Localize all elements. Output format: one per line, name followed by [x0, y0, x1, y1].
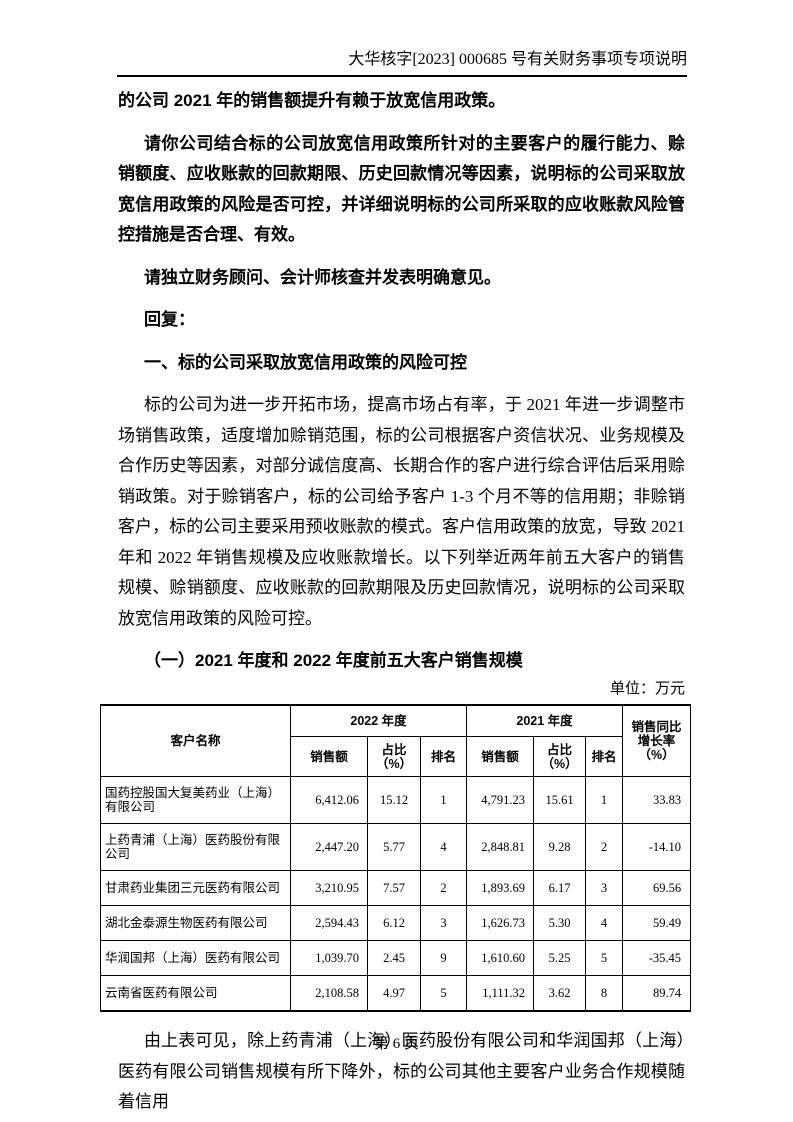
table-row: 甘肃药业集团三元医药有限公司 3,210.95 7.57 2 1,893.69 … — [100, 870, 692, 906]
cell-sales-2022: 6,412.06 — [290, 776, 368, 824]
growth-header-line1: 销售同比 — [631, 719, 682, 734]
cell-share-2021: 5.30 — [533, 905, 587, 941]
cell-share-2022: 4.97 — [367, 975, 421, 1012]
cell-rank-2022: 1 — [419, 776, 468, 824]
cell-sales-2022: 2,447.20 — [290, 823, 368, 871]
section-heading: 一、标的公司采取放宽信用政策的风险可控 — [144, 352, 467, 372]
unit-label: 单位：万元 — [609, 680, 685, 697]
paragraph-conclusion: 由上表可见，除上药青浦（上海）医药股份有限公司和华润国邦（上海）医药有限公司销售… — [118, 1031, 685, 1111]
cell-sales-2021: 4,791.23 — [466, 776, 535, 824]
col-header-customer: 客户名称 — [100, 704, 291, 777]
cell-rank-2021: 3 — [585, 870, 624, 906]
col-header-sales-2022: 销售额 — [290, 736, 368, 777]
table-row: 云南省医药有限公司 2,108.58 4.97 5 1,111.32 3.62 … — [100, 975, 692, 1012]
growth-header-line2: 增长率（%） — [637, 733, 676, 762]
col-header-growth: 销售同比 增长率（%） — [622, 704, 692, 777]
col-header-share-2021: 占比 （%） — [533, 736, 587, 777]
table-row: 湖北金泰源生物医药有限公司 2,594.43 6.12 3 1,626.73 5… — [100, 905, 692, 941]
running-head: 大华核字[2023] 000685 号有关财务事项专项说明 — [117, 50, 687, 77]
cell-sales-2021: 1,111.32 — [466, 975, 535, 1012]
subsection-heading: （一）2021 年度和 2022 年度前五大客户销售规模 — [144, 651, 523, 670]
table-header: 客户名称 2022 年度 2021 年度 销售同比 增长率（%） 销售额 占比 … — [100, 704, 692, 777]
doc-reference-text: 大华核字[2023] 000685 号有关财务事项专项说明 — [348, 51, 687, 68]
cell-rank-2021: 2 — [585, 823, 624, 871]
top-customers-sales-table: 客户名称 2022 年度 2021 年度 销售同比 增长率（%） 销售额 占比 … — [100, 703, 692, 1012]
cell-rank-2022: 2 — [419, 870, 468, 906]
table-row: 华润国邦（上海）医药有限公司 1,039.70 2.45 9 1,610.60 … — [100, 940, 692, 976]
cell-share-2022: 15.12 — [367, 776, 421, 824]
cell-sales-2021: 1,893.69 — [466, 870, 535, 906]
share-header-line2: （%） — [541, 756, 578, 771]
table-row: 上药青浦（上海）医药股份有限公司 2,447.20 5.77 4 2,848.8… — [100, 823, 692, 871]
cell-sales-2021: 1,610.60 — [466, 940, 535, 976]
cell-customer-name: 国药控股国大复美药业（上海）有限公司 — [100, 776, 291, 824]
share-header-line1: 占比 — [547, 742, 573, 757]
col-header-rank-2022: 排名 — [419, 736, 468, 777]
cell-sales-2021: 2,848.81 — [466, 823, 535, 871]
cell-rank-2022: 4 — [419, 823, 468, 871]
cell-share-2022: 5.77 — [367, 823, 421, 871]
cell-share-2021: 9.28 — [533, 823, 587, 871]
paragraph-verification-request: 请独立财务顾问、会计师核查并发表明确意见。 — [144, 267, 501, 287]
col-group-2021: 2021 年度 — [466, 704, 624, 737]
cell-sales-2022: 3,210.95 — [290, 870, 368, 906]
share-header-line2: （%） — [375, 756, 413, 771]
cell-rank-2021: 5 — [585, 940, 624, 976]
cell-growth-rate: 69.56 — [622, 870, 692, 906]
share-header-line1: 占比 — [381, 742, 407, 757]
cell-share-2021: 3.62 — [533, 975, 587, 1012]
document-body: 的公司 2021 年的销售额提升有赖于放宽信用政策。 请你公司结合标的公司放宽信… — [100, 86, 692, 1122]
cell-customer-name: 华润国邦（上海）医药有限公司 — [100, 940, 291, 976]
cell-rank-2022: 9 — [419, 940, 468, 976]
cell-sales-2022: 1,039.70 — [290, 940, 368, 976]
page-number: 第 6 页 — [373, 1036, 419, 1052]
cell-customer-name: 云南省医药有限公司 — [100, 975, 291, 1012]
cell-customer-name: 上药青浦（上海）医药股份有限公司 — [100, 823, 291, 871]
reply-label: 回复： — [144, 310, 195, 329]
col-header-share-2022: 占比 （%） — [367, 736, 421, 777]
cell-rank-2021: 4 — [585, 905, 624, 941]
cell-growth-rate: -14.10 — [622, 823, 692, 871]
cell-rank-2021: 8 — [585, 975, 624, 1012]
cell-growth-rate: 89.74 — [622, 975, 692, 1012]
col-header-rank-2021: 排名 — [585, 736, 624, 777]
cell-rank-2021: 1 — [585, 776, 624, 824]
table-row: 国药控股国大复美药业（上海）有限公司 6,412.06 15.12 1 4,79… — [100, 776, 692, 824]
col-header-sales-2021: 销售额 — [466, 736, 535, 777]
cell-share-2022: 2.45 — [367, 940, 421, 976]
cell-customer-name: 湖北金泰源生物医药有限公司 — [100, 905, 291, 941]
cell-share-2022: 7.57 — [367, 870, 421, 906]
table-body: 国药控股国大复美药业（上海）有限公司 6,412.06 15.12 1 4,79… — [100, 776, 692, 1012]
cell-share-2022: 6.12 — [367, 905, 421, 941]
cell-growth-rate: -35.45 — [622, 940, 692, 976]
cell-growth-rate: 59.49 — [622, 905, 692, 941]
paragraph-body: 标的公司为进一步开拓市场，提高市场占有率，于 2021 年进一步调整市场销售政策… — [118, 395, 685, 628]
cell-rank-2022: 5 — [419, 975, 468, 1012]
cell-share-2021: 6.17 — [533, 870, 587, 906]
cell-rank-2022: 3 — [419, 905, 468, 941]
col-group-2022: 2022 年度 — [289, 704, 468, 737]
cell-customer-name: 甘肃药业集团三元医药有限公司 — [100, 870, 291, 906]
cell-sales-2022: 2,594.43 — [290, 905, 368, 941]
paragraph-question: 请你公司结合标的公司放宽信用政策所针对的主要客户的履行能力、赊销额度、应收账款的… — [118, 133, 685, 245]
paragraph-continuation: 的公司 2021 年的销售额提升有赖于放宽信用政策。 — [118, 91, 506, 110]
cell-share-2021: 5.25 — [533, 940, 587, 976]
cell-share-2021: 15.61 — [533, 776, 587, 824]
cell-growth-rate: 33.83 — [622, 776, 692, 824]
cell-sales-2022: 2,108.58 — [290, 975, 368, 1012]
cell-sales-2021: 1,626.73 — [466, 905, 535, 941]
